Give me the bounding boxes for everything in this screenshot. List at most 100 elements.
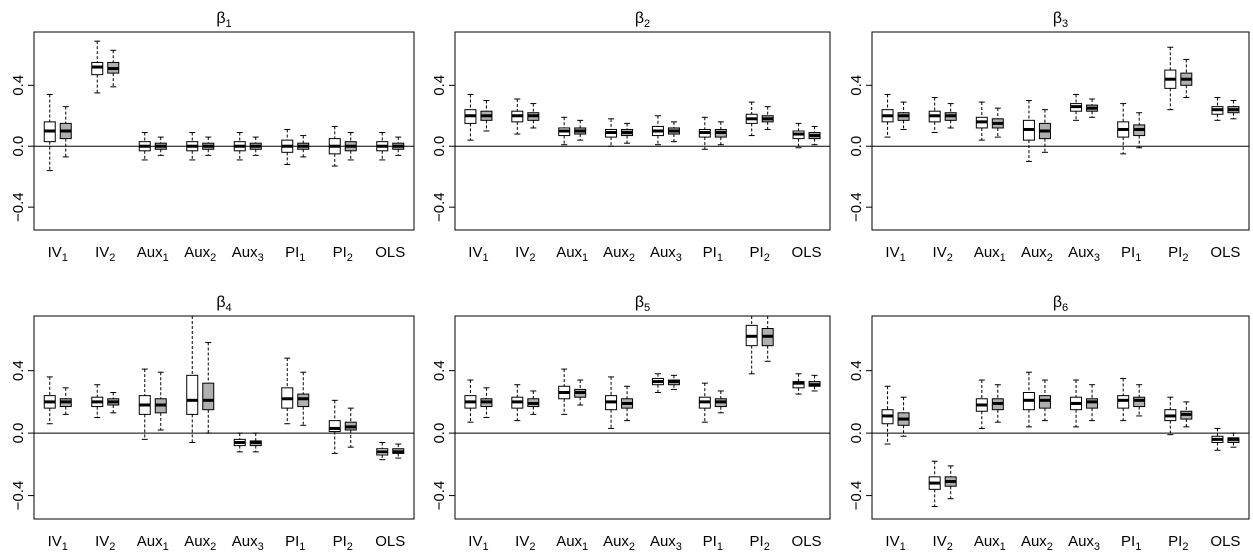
plot-frame	[33, 31, 415, 231]
box-pi1-series-2	[297, 371, 310, 426]
panel-beta-3: β3 −0.4 0.0 0.4 IV1 IV2 Aux1 Aux2 Aux3 PI1 PI2 OLS	[848, 10, 1250, 264]
box-aux1-series-1	[975, 101, 988, 141]
category-label-iv2: IV2	[933, 533, 953, 553]
category-label-iv2: IV2	[515, 533, 535, 553]
category-label-iv2: IV2	[515, 244, 535, 264]
box-iv2-series-1	[511, 384, 524, 422]
y-tick-label: 0.4	[10, 360, 27, 381]
y-tick-label: 0.0	[431, 423, 448, 444]
y-tick-label: −0.4	[10, 481, 27, 511]
box-iv2-series-1	[928, 96, 941, 134]
category-label-pi1: PI1	[285, 244, 305, 264]
box-aux1-series-2	[574, 379, 587, 406]
category-label-pi2: PI2	[1168, 244, 1188, 264]
y-tick-label: −0.4	[10, 192, 27, 222]
box-aux3-series-2	[667, 374, 680, 390]
category-label-aux3: Aux3	[232, 244, 264, 264]
category-label-aux3: Aux3	[1068, 533, 1100, 553]
box-ols-series-2	[808, 374, 821, 392]
category-label-iv1: IV1	[885, 244, 905, 264]
box-aux3-series-2	[249, 136, 262, 156]
box-aux3-series-2	[249, 432, 262, 453]
category-label-aux2: Aux2	[603, 244, 635, 264]
panel-beta-4: β4 −0.4 0.0 0.4 IV1 IV2 Aux1 Aux2 Aux3 PI1 PI2 OLS	[10, 294, 415, 553]
box-aux1-series-2	[154, 371, 167, 431]
box-aux3-series-2	[1086, 384, 1099, 422]
box-aux3-series-1	[1070, 93, 1083, 121]
category-label-aux2: Aux2	[184, 244, 216, 264]
box-pi1-series-1	[698, 382, 711, 423]
category-label-aux2: Aux2	[1021, 533, 1053, 553]
box-aux3-series-1	[233, 432, 246, 453]
box-pi2-series-2	[344, 132, 357, 161]
box-pi2-series-1	[1164, 46, 1177, 111]
box-body	[792, 381, 805, 389]
box-pi1-series-1	[698, 116, 711, 150]
box-aux1-series-1	[558, 116, 571, 146]
category-label-aux1: Aux1	[974, 533, 1006, 553]
box-iv2-series-1	[91, 40, 104, 94]
y-tick-label: 0.0	[431, 136, 448, 157]
y-tick-label: 0.0	[10, 423, 27, 444]
box-body	[1086, 398, 1099, 409]
box-ols-series-2	[1227, 432, 1240, 448]
category-label-pi1: PI1	[1121, 533, 1141, 553]
box-aux2-series-2	[621, 122, 634, 144]
box-ols-series-2	[808, 125, 821, 146]
y-tick-label: 0.4	[848, 75, 865, 96]
category-label-iv1: IV1	[468, 533, 488, 553]
plot-frame	[33, 315, 415, 520]
panel-title: β4	[216, 294, 231, 314]
category-label-pi2: PI2	[333, 533, 353, 553]
box-iv2-series-2	[107, 49, 120, 88]
y-tick-label: −0.4	[431, 192, 448, 222]
box-body	[297, 393, 310, 408]
box-aux2-series-2	[202, 136, 215, 156]
box-aux3-series-1	[651, 115, 664, 146]
panel-title: β2	[635, 10, 650, 30]
category-label-aux2: Aux2	[1021, 244, 1053, 264]
box-ols-series-2	[392, 443, 405, 459]
box-iv2-series-2	[527, 103, 540, 129]
box-aux2-series-1	[186, 132, 199, 161]
box-pi2-series-1	[328, 399, 341, 454]
category-label-pi2: PI2	[750, 244, 770, 264]
box-aux3-series-2	[667, 121, 680, 143]
box-pi1-series-1	[1117, 103, 1130, 155]
panel-beta-1: β1 −0.4 0.0 0.4 IV1 IV2 Aux1 Aux2 Aux3 PI1 PI2 OLS	[10, 10, 415, 264]
box-pi1-series-1	[1117, 377, 1130, 422]
plot-frame	[454, 315, 831, 520]
box-aux2-series-1	[1022, 100, 1035, 162]
category-label-ols: OLS	[375, 244, 405, 261]
box-ols-series-2	[1227, 100, 1240, 120]
category-label-aux1: Aux1	[974, 244, 1006, 264]
box-iv2-series-2	[527, 390, 540, 415]
box-pi1-series-1	[281, 357, 294, 425]
box-pi1-series-2	[714, 390, 727, 414]
box-aux2-series-1	[605, 376, 618, 429]
category-label-ols: OLS	[1210, 533, 1240, 550]
panel-beta-6: β6 −0.4 0.0 0.4 IV1 IV2 Aux1 Aux2 Aux3 PI1 PI2 OLS	[848, 294, 1250, 553]
box-ols-series-1	[1211, 96, 1224, 121]
box-pi1-series-2	[1133, 112, 1146, 149]
box-iv1-series-2	[59, 387, 72, 415]
box-pi1-series-2	[1133, 384, 1146, 417]
box-aux1-series-2	[154, 136, 167, 156]
box-body	[91, 61, 104, 76]
box-ols-series-1	[376, 132, 389, 161]
panel-title: β6	[1053, 294, 1068, 314]
box-iv1-series-1	[881, 93, 894, 138]
box-pi2-series-1	[745, 101, 758, 137]
box-iv1-series-1	[881, 385, 894, 445]
category-label-aux1: Aux1	[556, 244, 588, 264]
box-iv2-series-1	[91, 384, 104, 418]
category-label-pi2: PI2	[1168, 533, 1188, 553]
box-iv1-series-2	[480, 387, 493, 418]
y-tick-label: 0.0	[10, 136, 27, 157]
y-tick-label: 0.0	[848, 136, 865, 157]
box-aux3-series-1	[1070, 379, 1083, 428]
box-body	[202, 382, 215, 411]
y-tick-label: −0.4	[848, 481, 865, 511]
category-label-ols: OLS	[1210, 244, 1240, 261]
